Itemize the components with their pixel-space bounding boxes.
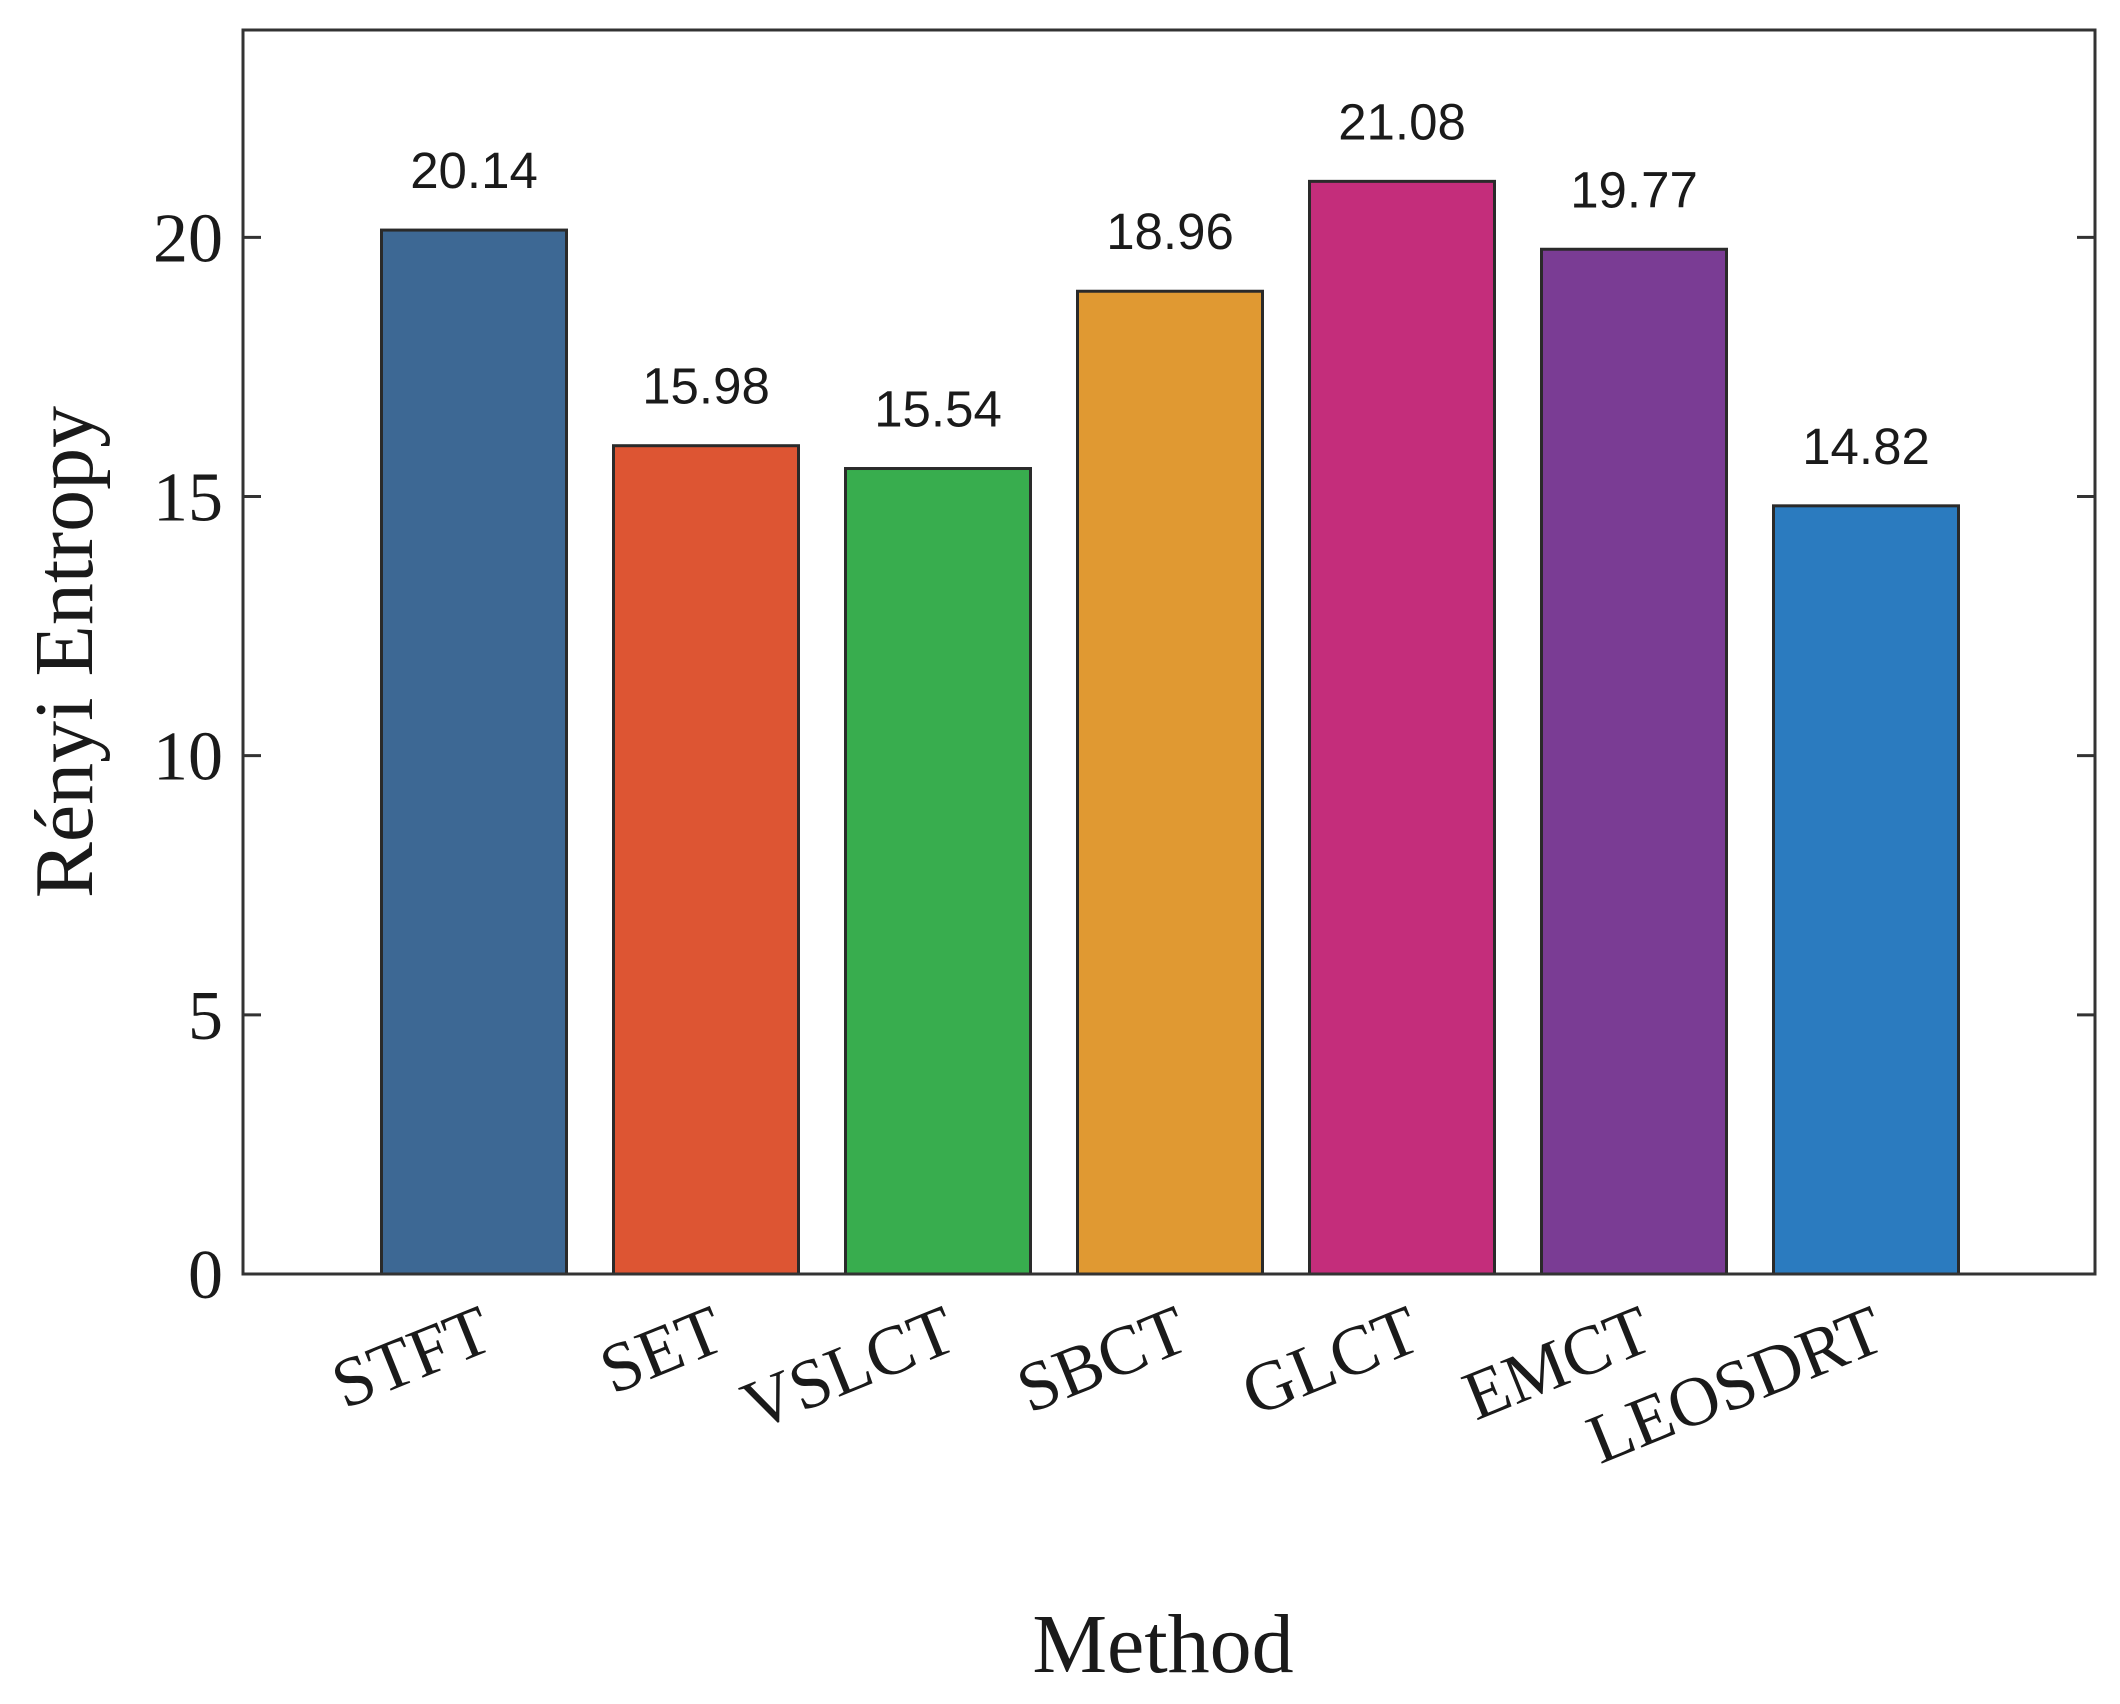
x-tick-label-vslct: VSLCT: [732, 1291, 966, 1445]
x-tick-label-sbct: SBCT: [1007, 1291, 1198, 1428]
data-label-glct: 21.08: [1338, 93, 1466, 150]
y-tick-label-15: 15: [153, 460, 223, 537]
plot-frame: [241, 28, 2097, 1276]
data-label-stft: 20.14: [410, 142, 538, 199]
bar-glct: [1308, 179, 1496, 1276]
bars-layer: [380, 179, 1960, 1276]
data-label-sbct: 18.96: [1106, 203, 1234, 260]
data-label-leosdrt: 14.82: [1802, 418, 1930, 475]
y-tick-label-0: 0: [188, 1237, 223, 1314]
y-tick-label-5: 5: [188, 978, 223, 1055]
y-tick-label-10: 10: [153, 719, 223, 796]
bar-set: [612, 444, 800, 1276]
bar-stft: [380, 228, 568, 1276]
x-tick-label-set: SET: [590, 1291, 734, 1409]
y-axis: 0 5 10 15 20: [153, 200, 2095, 1314]
data-label-vslct: 15.54: [874, 381, 1002, 438]
y-tick-label-20: 20: [153, 200, 223, 277]
x-tick-label-glct: GLCT: [1232, 1291, 1430, 1431]
data-label-set: 15.98: [642, 358, 770, 415]
data-label-emct: 19.77: [1570, 161, 1698, 218]
bar-leosdrt: [1772, 504, 1960, 1276]
y-axis-title: Rényi Entropy: [18, 406, 111, 898]
x-tick-label-stft: STFT: [322, 1291, 502, 1424]
bar-vslct: [844, 467, 1032, 1276]
bar-emct: [1540, 247, 1728, 1276]
data-labels-layer: 20.14 15.98 15.54 18.96 21.08 19.77 14.82: [410, 93, 1930, 474]
bar-sbct: [1076, 289, 1264, 1276]
x-axis-title: Method: [1032, 1598, 1293, 1691]
